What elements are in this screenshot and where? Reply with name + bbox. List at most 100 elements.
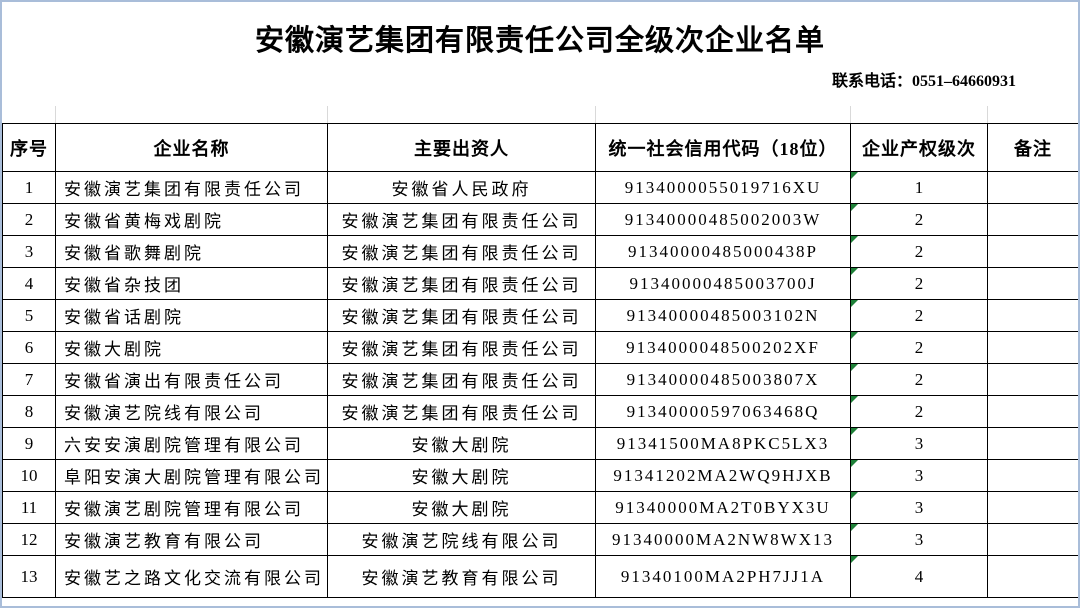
- table-row: 5 安徽省话剧院 安徽演艺集团有限责任公司 91340000485003102N 2: [2, 299, 1078, 332]
- company-name-cell: 安徽演艺集团有限责任公司: [55, 171, 328, 204]
- investor-cell: 安徽演艺集团有限责任公司: [327, 203, 596, 236]
- serial-cell: 7: [2, 363, 56, 396]
- excel-error-triangle-icon: [851, 428, 858, 435]
- credit-code-cell: 91340000MA2T0BYX3U: [595, 491, 851, 524]
- serial-cell: 4: [2, 267, 56, 300]
- investor-cell: 安徽演艺集团有限责任公司: [327, 331, 596, 364]
- company-name-cell: 六安安演剧院管理有限公司: [55, 427, 328, 460]
- table-row: 13 安徽艺之路文化交流有限公司 安徽演艺教育有限公司 91340100MA2PH7J…: [2, 555, 1078, 598]
- level-value: 3: [914, 497, 924, 517]
- level-cell: 3: [850, 427, 988, 460]
- level-cell: 4: [850, 555, 988, 598]
- level-cell: 2: [850, 203, 988, 236]
- excel-error-triangle-icon: [851, 364, 858, 371]
- excel-error-triangle-icon: [851, 268, 858, 275]
- credit-code-cell: 91340000485003102N: [595, 299, 851, 332]
- table-row: 1 安徽演艺集团有限责任公司 安徽省人民政府 9134000055019716XU 1: [2, 171, 1078, 204]
- faint-gridline: [850, 106, 851, 123]
- table-row: 4 安徽省杂技团 安徽演艺集团有限责任公司 91340000485003700J 2: [2, 267, 1078, 300]
- company-name-cell: 安徽省杂技团: [55, 267, 328, 300]
- remark-cell: [987, 299, 1078, 332]
- faint-gridline: [327, 106, 328, 123]
- credit-code-cell: 9134000055019716XU: [595, 171, 851, 204]
- level-cell: 2: [850, 363, 988, 396]
- table-row: 2 安徽省黄梅戏剧院 安徽演艺集团有限责任公司 91340000485002003W 2: [2, 203, 1078, 236]
- header-investor: 主要出资人: [327, 123, 596, 172]
- level-cell: 2: [850, 235, 988, 268]
- level-value: 3: [914, 433, 924, 453]
- serial-cell: 9: [2, 427, 56, 460]
- remark-cell: [987, 171, 1078, 204]
- table-row: 6 安徽大剧院 安徽演艺集团有限责任公司 9134000048500202XF 2: [2, 331, 1078, 364]
- excel-error-triangle-icon: [851, 236, 858, 243]
- company-table-body: 1 安徽演艺集团有限责任公司 安徽省人民政府 9134000055019716XU 1 2…: [2, 171, 1078, 598]
- excel-error-triangle-icon: [851, 332, 858, 339]
- credit-code-cell: 91340000485002003W: [595, 203, 851, 236]
- company-name-cell: 安徽省黄梅戏剧院: [55, 203, 328, 236]
- contact-phone: 联系电话：0551–64660931: [831, 73, 1016, 90]
- investor-cell: 安徽省人民政府: [327, 171, 596, 204]
- excel-error-triangle-icon: [851, 556, 858, 563]
- remark-cell: [987, 395, 1078, 428]
- page-title: 安徽演艺集团有限责任公司全级次企业名单: [254, 25, 825, 57]
- level-value: 4: [914, 566, 924, 586]
- table-row: 8 安徽演艺院线有限公司 安徽演艺集团有限责任公司 91340000597063468…: [2, 395, 1078, 428]
- table-header-row: 序号 企业名称 主要出资人 统一社会信用代码（18位） 企业产权级次 备注: [2, 123, 1078, 172]
- excel-error-triangle-icon: [851, 396, 858, 403]
- level-value: 1: [914, 177, 924, 197]
- excel-error-triangle-icon: [851, 300, 858, 307]
- remark-cell: [987, 267, 1078, 300]
- excel-error-triangle-icon: [851, 524, 858, 531]
- excel-error-triangle-icon: [851, 460, 858, 467]
- serial-cell: 10: [2, 459, 56, 492]
- company-name-cell: 安徽省歌舞剧院: [55, 235, 328, 268]
- level-cell: 3: [850, 491, 988, 524]
- company-name-cell: 安徽省演出有限责任公司: [55, 363, 328, 396]
- excel-error-triangle-icon: [851, 492, 858, 499]
- level-cell: 2: [850, 267, 988, 300]
- table-row: 3 安徽省歌舞剧院 安徽演艺集团有限责任公司 91340000485000438P 2: [2, 235, 1078, 268]
- investor-cell: 安徽演艺集团有限责任公司: [327, 267, 596, 300]
- level-value: 2: [914, 369, 924, 389]
- serial-cell: 8: [2, 395, 56, 428]
- table-row: 12 安徽演艺教育有限公司 安徽演艺院线有限公司 91340000MA2NW8WX13…: [2, 523, 1078, 556]
- credit-code-cell: 91340000597063468Q: [595, 395, 851, 428]
- company-name-cell: 安徽演艺院线有限公司: [55, 395, 328, 428]
- level-cell: 3: [850, 459, 988, 492]
- credit-code-cell: 91341500MA8PKC5LX3: [595, 427, 851, 460]
- company-name-cell: 阜阳安演大剧院管理有限公司: [55, 459, 328, 492]
- remark-cell: [987, 427, 1078, 460]
- table-row: 11 安徽演艺剧院管理有限公司 安徽大剧院 91340000MA2T0BYX3U 3: [2, 491, 1078, 524]
- level-value: 3: [914, 529, 924, 549]
- investor-cell: 安徽大剧院: [327, 491, 596, 524]
- serial-cell: 11: [2, 491, 56, 524]
- serial-cell: 1: [2, 171, 56, 204]
- remark-cell: [987, 331, 1078, 364]
- level-value: 2: [914, 273, 924, 293]
- level-value: 3: [914, 465, 924, 485]
- level-value: 2: [914, 401, 924, 421]
- credit-code-cell: 91341202MA2WQ9HJXB: [595, 459, 851, 492]
- remark-cell: [987, 523, 1078, 556]
- serial-cell: 12: [2, 523, 56, 556]
- credit-code-cell: 91340000485003807X: [595, 363, 851, 396]
- level-cell: 2: [850, 395, 988, 428]
- level-cell: 3: [850, 523, 988, 556]
- level-cell: 1: [850, 171, 988, 204]
- table-row: 10 阜阳安演大剧院管理有限公司 安徽大剧院 91341202MA2WQ9HJXB 3: [2, 459, 1078, 492]
- credit-code-cell: 91340000485000438P: [595, 235, 851, 268]
- excel-error-triangle-icon: [851, 172, 858, 179]
- remark-cell: [987, 363, 1078, 396]
- company-name-cell: 安徽省话剧院: [55, 299, 328, 332]
- serial-cell: 2: [2, 203, 56, 236]
- remark-cell: [987, 459, 1078, 492]
- credit-code-cell: 9134000048500202XF: [595, 331, 851, 364]
- investor-cell: 安徽演艺集团有限责任公司: [327, 395, 596, 428]
- remark-cell: [987, 555, 1078, 598]
- level-value: 2: [914, 241, 924, 261]
- remark-cell: [987, 491, 1078, 524]
- header-serial: 序号: [2, 123, 56, 172]
- serial-cell: 13: [2, 555, 56, 598]
